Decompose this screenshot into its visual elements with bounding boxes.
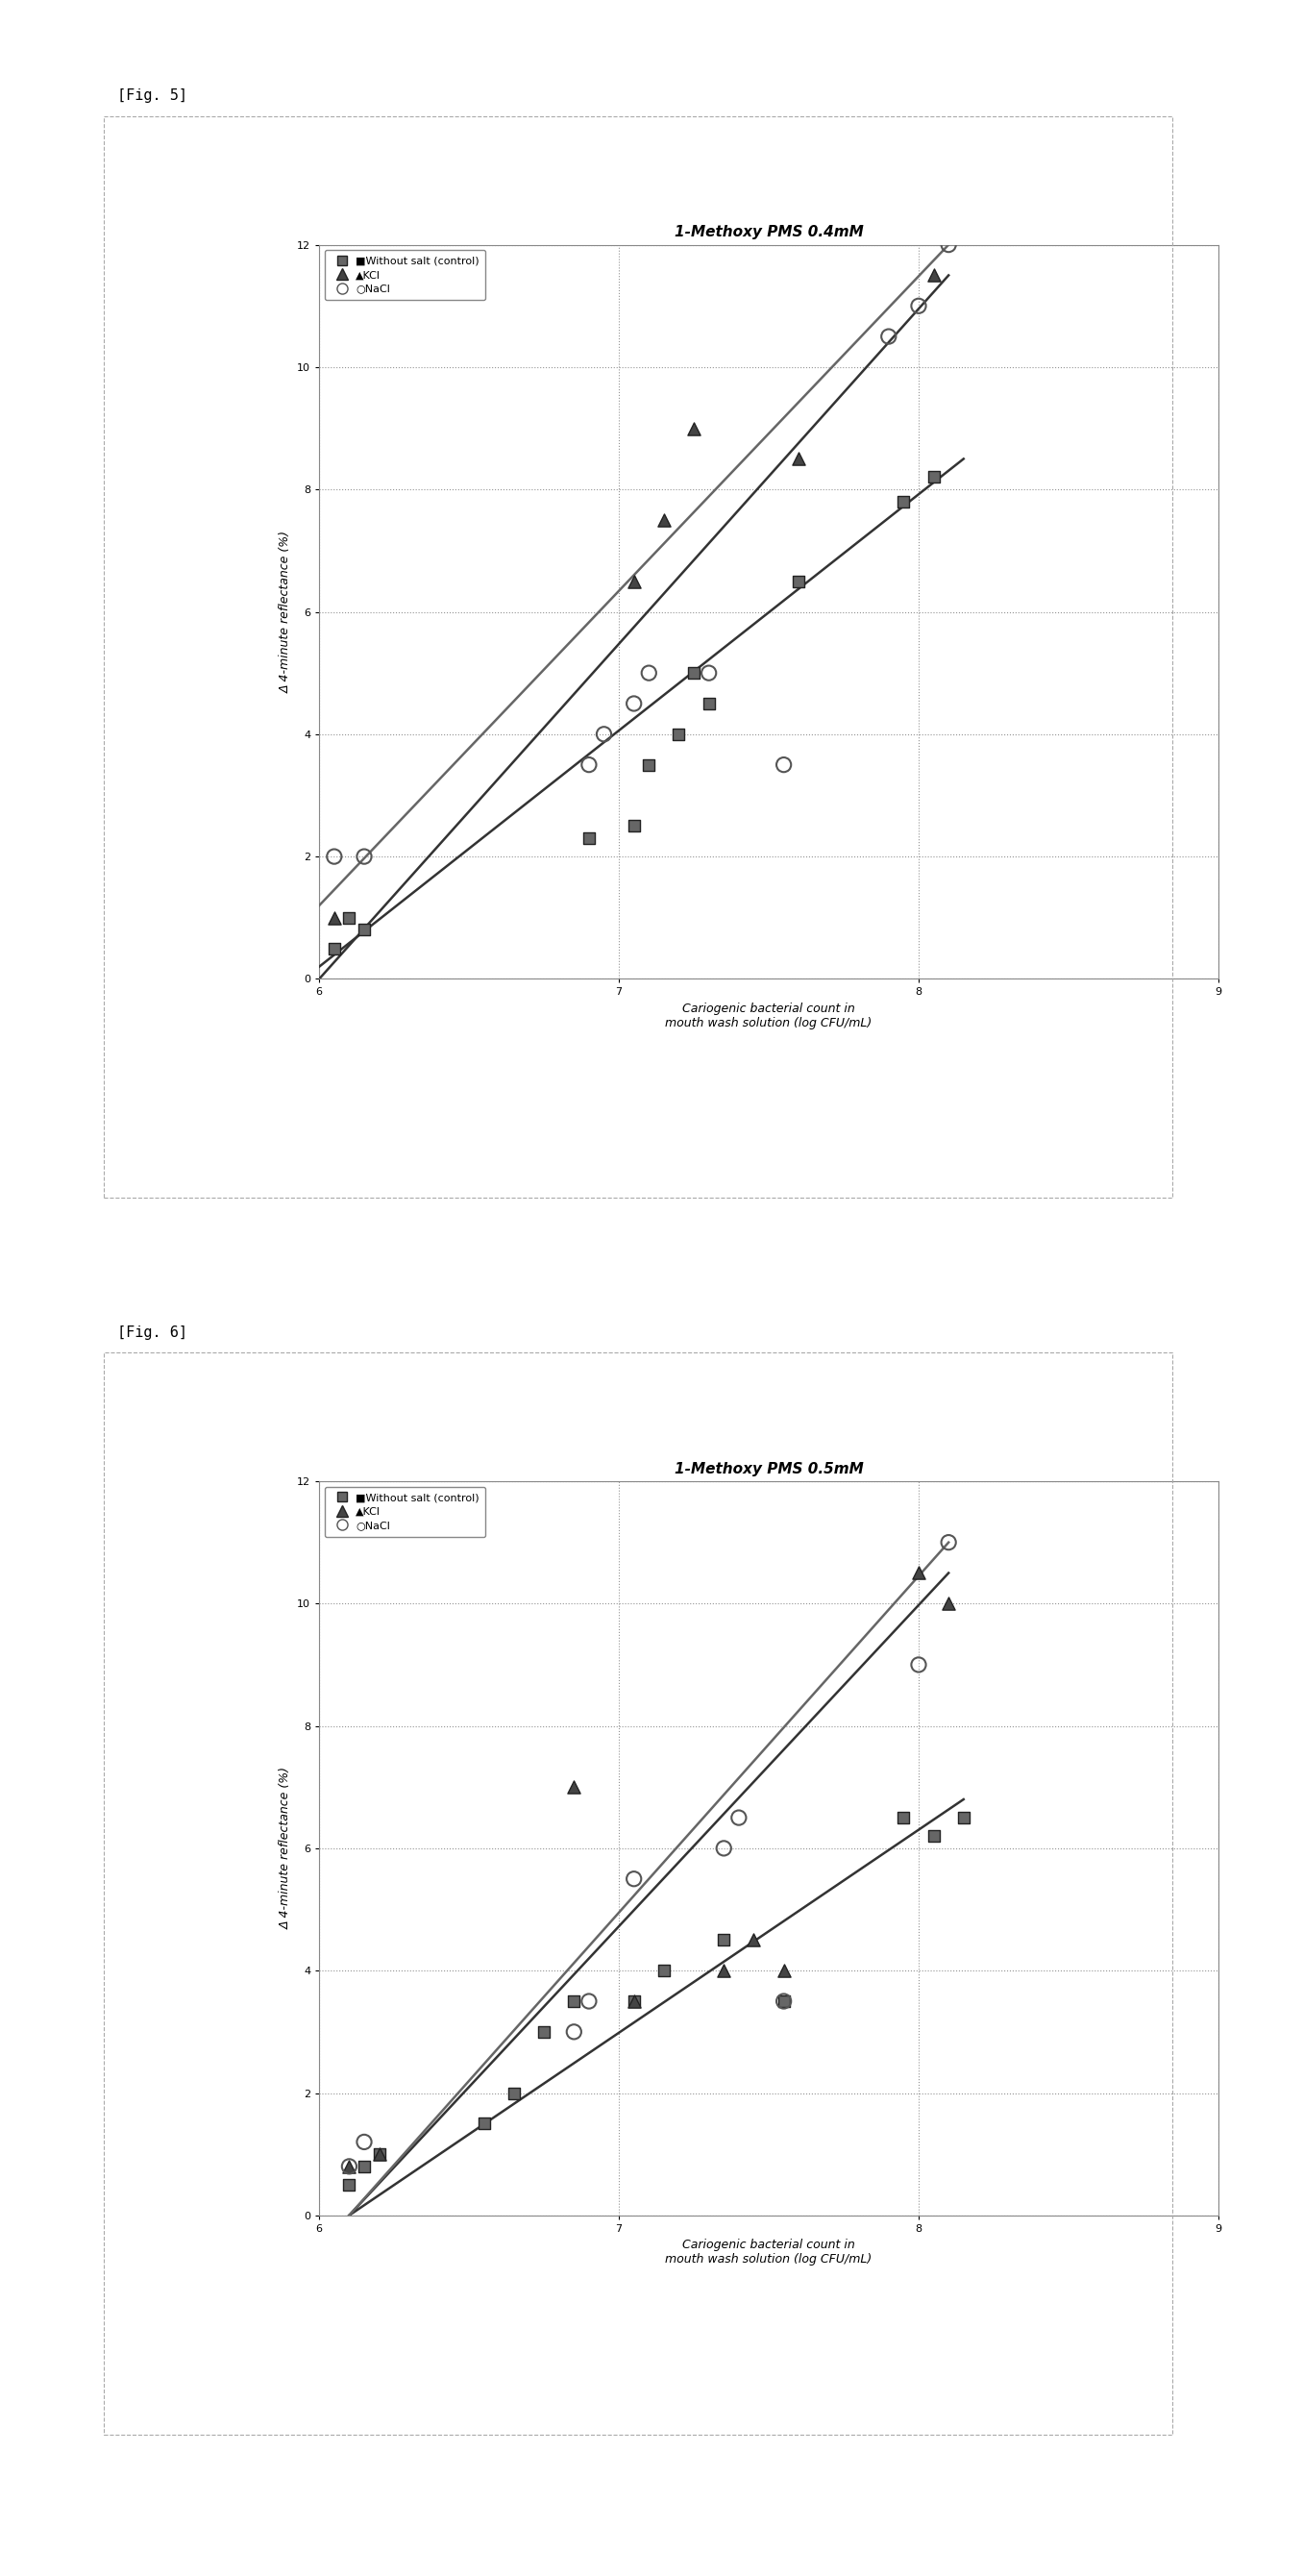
Point [773,1981,794,2022]
Point [713,1950,734,1991]
Point [579,1981,599,2022]
Point [323,927,344,969]
Point [323,835,344,876]
Point [713,1919,734,1960]
Point [638,744,659,786]
Point [743,1919,764,1960]
Y-axis label: Δ 4-minute reflectance (%): Δ 4-minute reflectance (%) [279,531,292,693]
Point [938,1582,959,1625]
Point [339,2146,360,2187]
Point [698,652,719,693]
Point [788,562,809,603]
Text: [Fig. 5]: [Fig. 5] [117,88,188,103]
Point [563,2012,584,2053]
Point [683,407,704,448]
Point [938,1522,959,1564]
Point [698,683,719,724]
Point [773,1981,794,2022]
Point [623,562,644,603]
Point [623,1857,644,1899]
Point [773,1950,794,1991]
Point [623,1981,644,2022]
Point [533,2012,554,2053]
Legend: ■Without salt (control), ▲KCl, ○NaCl: ■Without salt (control), ▲KCl, ○NaCl [324,1486,486,1538]
Point [668,714,689,755]
Point [369,2133,390,2174]
X-axis label: Cariogenic bacterial count in
mouth wash solution (log CFU/mL): Cariogenic bacterial count in mouth wash… [666,1002,872,1030]
Point [623,683,644,724]
Point [369,2133,390,2174]
Point [339,896,360,938]
Title: 1-Methoxy PMS 0.5mM: 1-Methoxy PMS 0.5mM [674,1461,864,1476]
Point [923,1816,943,1857]
Point [503,2071,524,2112]
Point [893,482,913,523]
Point [728,1798,749,1839]
Point [353,909,375,951]
Point [713,1829,734,1870]
Point [908,1643,929,1685]
Point [893,1798,913,1839]
Point [952,1798,973,1839]
Point [653,1950,674,1991]
Point [788,438,809,479]
Point [923,255,943,296]
Point [594,714,615,755]
Point [353,2146,375,2187]
Point [473,2102,494,2143]
X-axis label: Cariogenic bacterial count in
mouth wash solution (log CFU/mL): Cariogenic bacterial count in mouth wash… [666,2239,872,2267]
Point [563,1767,584,1808]
Text: [Fig. 6]: [Fig. 6] [117,1324,188,1340]
Point [339,2164,360,2205]
Y-axis label: Δ 4-minute reflectance (%): Δ 4-minute reflectance (%) [279,1767,292,1929]
Title: 1-Methoxy PMS 0.4mM: 1-Methoxy PMS 0.4mM [674,224,864,240]
Point [353,2123,375,2164]
Point [623,1981,644,2022]
Point [339,2146,360,2187]
Point [323,896,344,938]
Point [579,817,599,858]
Point [908,1553,929,1595]
Point [908,286,929,327]
Point [773,744,794,786]
Point [579,744,599,786]
Point [638,652,659,693]
Legend: ■Without salt (control), ▲KCl, ○NaCl: ■Without salt (control), ▲KCl, ○NaCl [324,250,486,301]
Point [878,317,899,358]
Point [938,224,959,265]
Point [923,456,943,497]
Point [563,1981,584,2022]
Point [623,806,644,848]
Point [653,500,674,541]
Point [353,835,375,876]
Point [683,652,704,693]
